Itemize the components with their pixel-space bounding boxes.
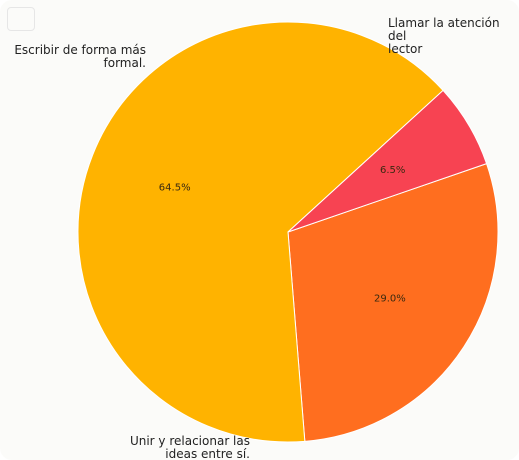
pie-slice-0	[287, 162, 499, 442]
pie-slice-1	[77, 21, 444, 443]
pie-slice-2	[287, 89, 488, 233]
slice-percent-label-0: 29.0%	[374, 294, 406, 305]
label-llamar-line2: lector	[388, 42, 423, 56]
label-llamar: Llamar la atención del lector	[388, 17, 519, 56]
label-unir: Unir y relacionar las ideas entre sí.	[118, 435, 250, 460]
label-llamar-line1: Llamar la atención del	[388, 16, 500, 43]
app-logo-icon	[7, 7, 35, 31]
label-escribir-line1: Escribir de forma más	[14, 43, 146, 57]
label-unir-line2: ideas entre sí.	[165, 447, 250, 460]
label-unir-line1: Unir y relacionar las	[129, 434, 250, 448]
slice-percent-label-2: 6.5%	[380, 165, 405, 176]
label-escribir-line2: formal.	[103, 56, 146, 70]
slice-percent-label-1: 64.5%	[159, 182, 191, 193]
label-escribir: Escribir de forma más formal.	[10, 44, 146, 70]
